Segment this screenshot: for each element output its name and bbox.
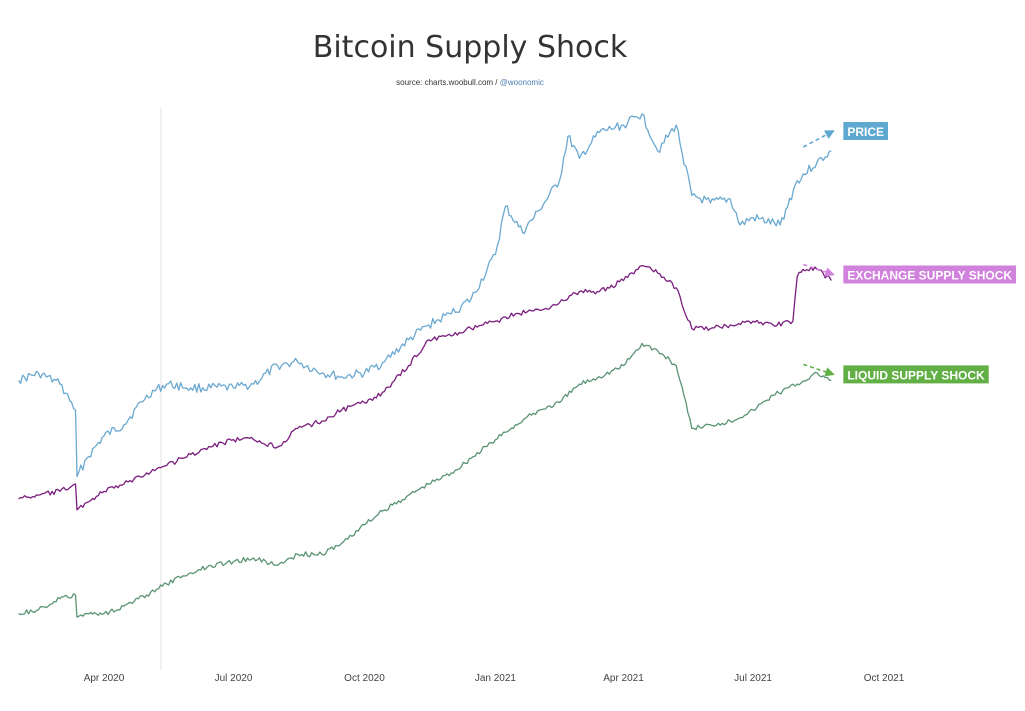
x-tick-label: Oct 2020 <box>344 673 385 684</box>
series-label-price: PRICE <box>843 122 888 140</box>
trend-arrow-liquid-supply-shock <box>803 364 833 374</box>
x-tick-label: Oct 2021 <box>864 673 905 684</box>
series-labels: PRICE EXCHANGE SUPPLY SHOCK LIQUID SUPPLY … <box>803 122 1016 383</box>
x-tick-label: Apr 2020 <box>84 673 125 684</box>
series-label-text: EXCHANGE SUPPLY SHOCK <box>847 269 1012 283</box>
x-tick-label: Apr 2021 <box>603 673 644 684</box>
series-line-exchange-supply-shock <box>19 266 832 510</box>
series-line-liquid-supply-shock <box>19 343 832 617</box>
x-tick-label: Jul 2021 <box>734 673 772 684</box>
trend-arrow-price <box>803 131 833 147</box>
series-line-price <box>19 114 832 477</box>
x-tick-label: Jan 2021 <box>475 673 517 684</box>
series-label-liquid-supply-shock: LIQUID SUPPLY SHOCK <box>843 365 988 383</box>
x-tick-label: Jul 2020 <box>215 673 253 684</box>
plot-area <box>19 108 832 670</box>
x-axis-ticks: Apr 2020 Jul 2020 Oct 2020 Jan 2021 Apr 2021… <box>84 673 905 684</box>
series-label-text: LIQUID SUPPLY SHOCK <box>847 368 985 382</box>
series-label-text: PRICE <box>847 125 884 139</box>
series-label-exchange-supply-shock: EXCHANGE SUPPLY SHOCK <box>843 266 1016 284</box>
